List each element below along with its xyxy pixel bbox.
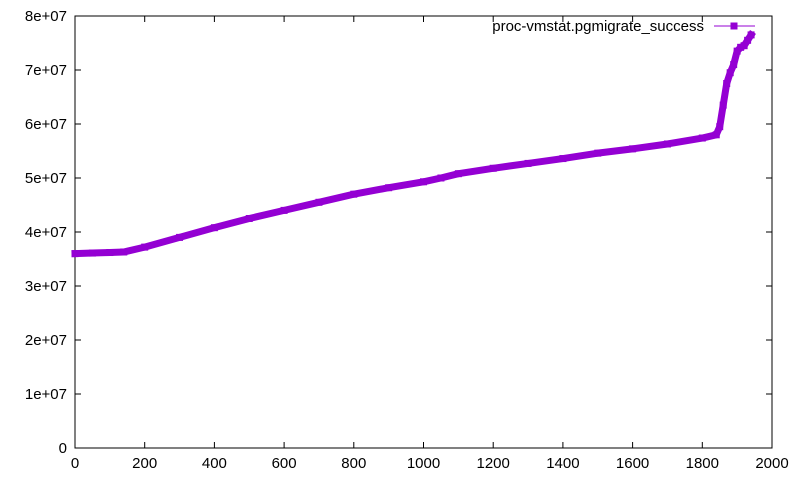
data-point: [245, 215, 253, 222]
y-tick-label: 6e+07: [25, 116, 67, 133]
data-point: [176, 233, 184, 241]
legend-label: proc-vmstat.pgmigrate_success: [492, 18, 704, 35]
y-tick-label: 8e+07: [25, 8, 67, 25]
legend-marker: [730, 22, 738, 30]
data-point: [744, 36, 752, 44]
plot-frame: [74, 15, 773, 449]
y-tick-label: 3e+07: [25, 278, 67, 295]
data-point: [747, 31, 755, 39]
data-point: [454, 170, 462, 178]
y-axis: 0 1e+07 2e+07 3e+07 4e+07 5e+07 6e+07 7e+07 8e+0…: [25, 8, 772, 457]
x-tick-label: 0: [71, 455, 79, 472]
data-point: [716, 123, 724, 131]
x-tick-label: 200: [132, 455, 157, 472]
data-point: [120, 248, 128, 256]
x-tick-label: 400: [202, 455, 227, 472]
x-tick-label: 1600: [616, 455, 649, 472]
data-point: [106, 249, 114, 257]
data-point: [141, 243, 149, 251]
x-tick-label: 1200: [477, 455, 510, 472]
data-point: [698, 134, 706, 142]
data-point: [730, 61, 738, 69]
data-point: [71, 250, 79, 258]
data-point: [723, 80, 731, 87]
data-point: [524, 159, 532, 167]
data-point: [280, 206, 288, 214]
data-point: [740, 42, 748, 50]
legend: proc-vmstat.pgmigrate_success: [492, 18, 755, 35]
data-point: [629, 145, 637, 153]
plot-border: [74, 15, 773, 449]
data-point: [726, 69, 734, 77]
data-point: [420, 178, 427, 186]
data-point: [663, 140, 671, 148]
data-point: [733, 47, 741, 55]
data-point: [437, 174, 445, 182]
series-line: [71, 30, 756, 258]
data-point: [385, 184, 393, 192]
y-tick-label: 5e+07: [25, 170, 67, 187]
data-point: [594, 149, 602, 157]
data-point: [315, 198, 323, 206]
series-layer: [71, 30, 756, 258]
y-tick-label: 4e+07: [25, 224, 67, 241]
x-tick-label: 1800: [686, 455, 719, 472]
data-point: [559, 155, 567, 163]
y-tick-label: 0: [59, 440, 67, 457]
x-axis: 0 200 400 600 800 1000 1200 1400 1600 1800 2000: [71, 16, 789, 472]
x-tick-label: 600: [272, 455, 297, 472]
y-tick-label: 7e+07: [25, 62, 67, 79]
data-point: [210, 224, 218, 232]
x-tick-label: 1400: [546, 455, 579, 472]
data-point: [712, 131, 720, 139]
x-tick-label: 1000: [407, 455, 440, 472]
data-point: [88, 249, 96, 257]
data-point: [350, 190, 358, 198]
y-tick-label: 1e+07: [25, 386, 67, 403]
data-point: [719, 101, 727, 109]
y-tick-label: 2e+07: [25, 332, 67, 349]
x-tick-label: 800: [341, 455, 366, 472]
data-point: [489, 164, 497, 172]
x-tick-label: 2000: [755, 455, 788, 472]
